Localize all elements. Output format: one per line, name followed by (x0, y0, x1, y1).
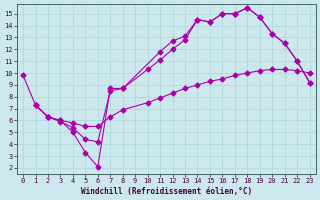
X-axis label: Windchill (Refroidissement éolien,°C): Windchill (Refroidissement éolien,°C) (81, 187, 252, 196)
